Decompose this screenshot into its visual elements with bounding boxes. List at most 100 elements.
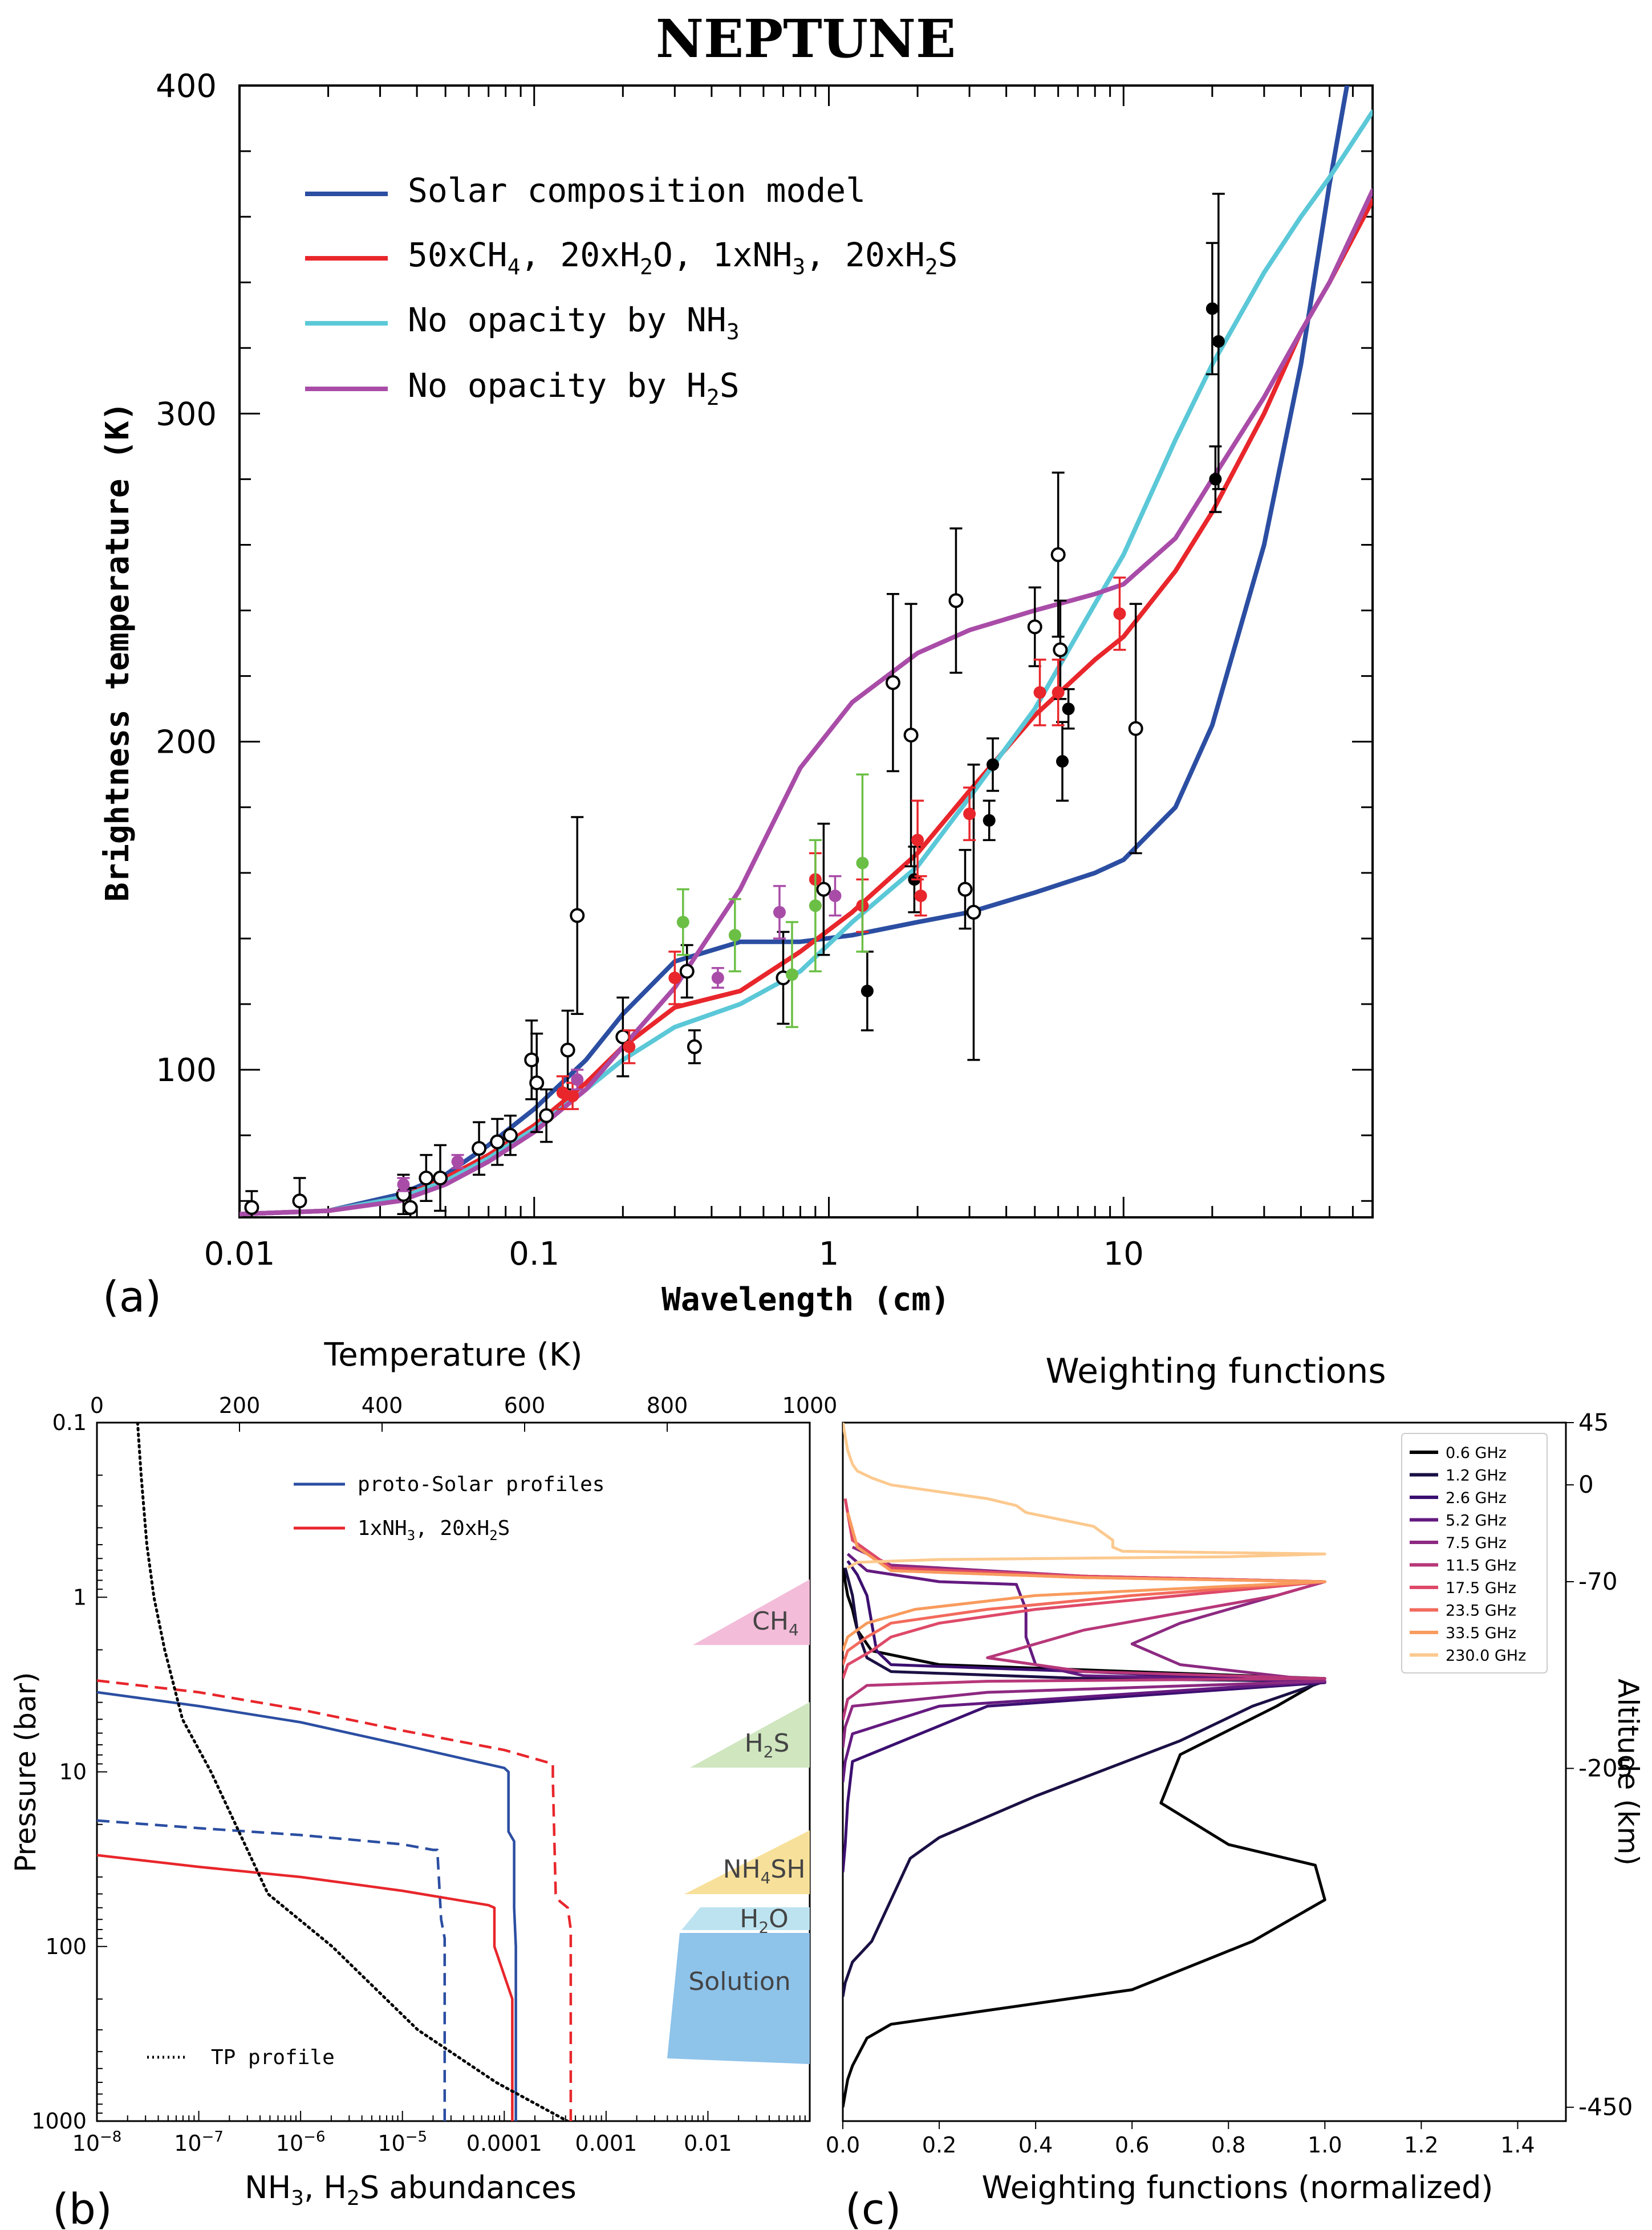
observation-point xyxy=(785,921,798,1029)
x-tick-label-1-4: 1.4 xyxy=(1500,2132,1535,2158)
observation-point xyxy=(885,593,900,773)
observation-point xyxy=(244,1190,259,1217)
y-tick-label-400: 400 xyxy=(156,68,217,105)
observation-point xyxy=(1212,193,1225,490)
data-marker-open xyxy=(948,593,964,608)
cloud-layer-solution xyxy=(667,1933,810,2064)
legend-label-solar: Solar composition model xyxy=(408,171,866,210)
top-tick-label-400: 400 xyxy=(362,1393,403,1418)
data-marker-open xyxy=(1053,642,1068,657)
observation-point xyxy=(539,1088,554,1143)
data-marker-filled xyxy=(556,1086,569,1099)
data-marker-filled xyxy=(623,1040,636,1053)
data-marker-open xyxy=(885,675,900,690)
data-marker-filled xyxy=(566,1090,579,1103)
observation-point xyxy=(687,1029,702,1065)
y-tick-label-45: 45 xyxy=(1578,1408,1609,1436)
observation-point xyxy=(403,1187,418,1217)
y-tick-label-1: 1 xyxy=(73,1585,87,1610)
top-tick-label-200: 200 xyxy=(219,1393,261,1418)
data-marker-open xyxy=(570,908,585,923)
legend-label-7-5-ghz: 7.5 GHz xyxy=(1446,1534,1507,1552)
panel-c-legend-box xyxy=(1401,1433,1548,1673)
observation-point xyxy=(571,1069,584,1091)
data-marker-filled xyxy=(1205,302,1219,315)
panel-c-weighting-functions: Weighting functions 0.0 0.2 0.4 0.6 0.8 1.0 1.… xyxy=(826,1351,1645,2230)
legend-label-no-nh3: No opacity by NH3 xyxy=(408,300,740,344)
legend-label-2-6-ghz: 2.6 GHz xyxy=(1446,1489,1507,1507)
data-marker-open xyxy=(244,1200,259,1215)
legend-label-1-2-ghz: 1.2 GHz xyxy=(1446,1467,1507,1485)
data-marker-filled xyxy=(397,1178,410,1191)
cloud-layer-label-nh4sh: NH4SH xyxy=(723,1855,806,1887)
observation-point xyxy=(472,1121,487,1176)
panel-a-legend: Solar composition model 50xCH4, 20xH2O, … xyxy=(305,171,958,410)
y-tick-label-450: -450 xyxy=(1578,2093,1633,2121)
panel-b-label: (b) xyxy=(52,2185,112,2230)
top-tick-label-800: 800 xyxy=(647,1393,688,1418)
x-tick-label-0-0: 0.0 xyxy=(826,2132,860,2158)
observation-point xyxy=(903,603,919,868)
observation-point xyxy=(1062,688,1075,730)
data-marker-filled xyxy=(711,971,724,984)
data-marker-open xyxy=(1027,619,1042,635)
panel-a-plot-frame xyxy=(238,84,1374,1218)
observation-point xyxy=(1128,603,1143,855)
panel-a-neptune-brightness: NEPTUNE 0.01 0.1 1 10 100 200 300 400 Brightnes… xyxy=(99,8,1374,1322)
observation-point xyxy=(529,1033,545,1134)
cloud-layer-nh4sh xyxy=(684,1830,810,1894)
cloud-layer-h2o xyxy=(681,1907,810,1930)
data-marker-open xyxy=(539,1108,554,1123)
y-tick-label-200: 200 xyxy=(156,724,217,761)
data-marker-filled xyxy=(1209,473,1222,486)
data-marker-open xyxy=(472,1141,487,1156)
observation-point xyxy=(1053,599,1068,700)
data-marker-open xyxy=(502,1128,518,1143)
observation-point xyxy=(623,1029,636,1065)
observation-point xyxy=(983,799,996,842)
profile-line-tp-profile xyxy=(136,1423,569,2121)
legend-label-0-6-ghz: 0.6 GHz xyxy=(1446,1444,1507,1462)
profile-line-proto-solar-profiles-dashed xyxy=(97,1819,447,2121)
profile-line-1xnh3-20xh2s xyxy=(97,1854,514,2121)
data-marker-filled xyxy=(914,889,927,903)
data-marker-filled xyxy=(1052,686,1065,699)
observation-point xyxy=(773,885,786,940)
legend-label-230-0-ghz: 230.0 GHz xyxy=(1446,1647,1526,1665)
observation-point xyxy=(829,875,842,917)
data-marker-open xyxy=(403,1200,418,1215)
observation-point xyxy=(914,875,927,917)
series-line-50xch4-20xh2o-1xnh3-20xh2s xyxy=(240,198,1373,1217)
data-marker-filled xyxy=(773,905,786,919)
y-tick-label-70: -70 xyxy=(1578,1567,1618,1595)
panel-c-label: (c) xyxy=(845,2185,901,2230)
legend-label-17-5-ghz: 17.5 GHz xyxy=(1446,1579,1516,1597)
data-marker-filled xyxy=(1113,607,1126,620)
data-marker-open xyxy=(529,1075,545,1091)
x-tick-label-0-1: 0.1 xyxy=(509,1236,559,1273)
data-marker-open xyxy=(560,1042,575,1058)
x-tick-label-10e-8: 10−8 xyxy=(72,2129,122,2156)
y-tick-label-0: 0 xyxy=(1578,1471,1594,1498)
series-line-solar-composition-model xyxy=(240,86,1350,1217)
x-tick-label-0-8: 0.8 xyxy=(1211,2132,1245,2158)
data-marker-filled xyxy=(986,758,999,771)
legend-label-tp-profile: TP profile xyxy=(211,2046,335,2069)
x-tick-label-1-2: 1.2 xyxy=(1404,2132,1438,2158)
panel-c-y-axis-label: Altitude (km) xyxy=(1612,1679,1645,1866)
observation-point xyxy=(856,773,869,953)
legend-label-23-5-ghz: 23.5 GHz xyxy=(1446,1602,1516,1620)
observation-point xyxy=(1050,472,1066,638)
legend-label-no-h2s: No opacity by H2S xyxy=(408,366,740,410)
weighting-line-230-0-ghz xyxy=(843,1423,1326,1569)
data-marker-filled xyxy=(676,916,689,929)
panel-c-title: Weighting functions xyxy=(1045,1351,1386,1391)
x-tick-label-0-0001: 0.0001 xyxy=(466,2131,542,2156)
legend-label-11-5-ghz: 11.5 GHz xyxy=(1446,1557,1516,1575)
observation-point xyxy=(679,944,695,999)
cloud-layer-label-h2o: H2O xyxy=(740,1904,789,1937)
profile-line-1xnh3-20xh2s-dashed xyxy=(97,1679,573,2121)
panel-c-x-axis-label: Weighting functions (normalized) xyxy=(982,2170,1493,2205)
panel-b-x-axis-label: NH3, H2S abundances xyxy=(245,2170,577,2210)
